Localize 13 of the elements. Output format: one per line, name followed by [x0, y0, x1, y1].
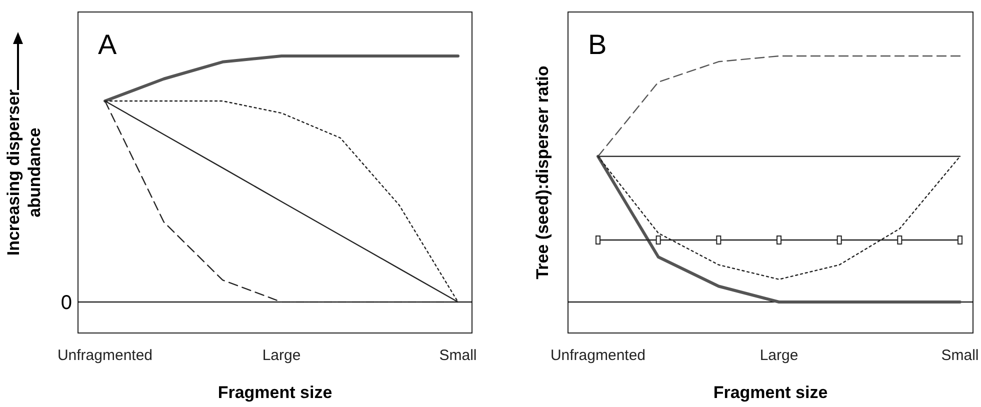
x-tick-label: Unfragmented — [57, 347, 153, 364]
y-axis-title: Tree (seed):disperser ratio — [533, 66, 552, 280]
y-axis-title: Increasing disperser abundance — [4, 88, 44, 256]
x-tick-label: Small — [439, 347, 477, 364]
x-tick-label: Small — [941, 347, 979, 364]
text: 0 — [60, 292, 72, 314]
x-axis-title: Fragment size — [713, 383, 828, 402]
chart-title: B — [588, 29, 607, 60]
x-axis-title: Fragment size — [218, 383, 332, 402]
chart-title: A — [98, 29, 117, 60]
x-tick-label: Unfragmented — [550, 347, 646, 364]
x-tick-label: Large — [760, 347, 798, 364]
x-tick-label: Large — [262, 347, 301, 364]
